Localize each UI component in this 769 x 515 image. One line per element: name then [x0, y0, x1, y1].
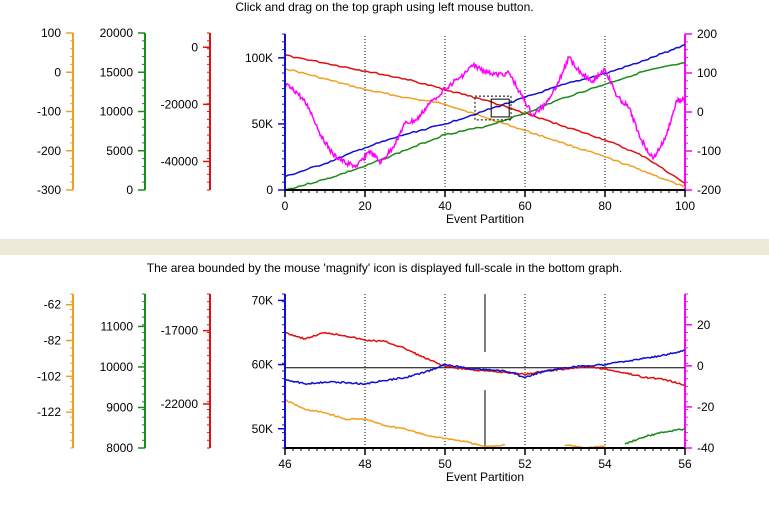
orange-axis: -62 -82 -102 -122 — [37, 293, 74, 449]
magenta-series-line — [286, 55, 685, 169]
green-series-line — [624, 428, 685, 445]
orange-tick-label: -102 — [37, 369, 61, 383]
magenta-tick-label: -40 — [697, 441, 715, 455]
red-tick-label: -17000 — [161, 324, 199, 338]
plot-area — [286, 43, 685, 189]
orange-series-line — [286, 399, 506, 447]
x-axis: 46 48 50 52 54 56 Event Partition — [278, 447, 692, 484]
blue-tick-label: 100K — [245, 51, 273, 65]
green-tick-label: 10000 — [100, 105, 134, 119]
magenta-tick-label: -100 — [697, 144, 721, 158]
red-series-line — [286, 331, 685, 387]
x-tick-label: 60 — [518, 199, 532, 213]
x-axis-label: Event Partition — [446, 470, 524, 484]
bottom-caption: The area bounded by the mouse 'magnify' … — [146, 261, 623, 275]
x-tick-label: 48 — [358, 457, 372, 471]
magenta-tick-label: 20 — [697, 318, 711, 332]
orange-tick-label: -62 — [44, 298, 62, 312]
green-axis: 20000 15000 10000 5000 0 — [100, 26, 146, 197]
green-tick-label: 20000 — [100, 26, 134, 40]
green-tick-label: 0 — [126, 183, 133, 197]
green-series-line — [286, 62, 685, 189]
orange-tick-label: -300 — [37, 183, 61, 197]
green-axis: 11000 10000 9000 8000 — [100, 293, 146, 455]
x-tick-label: 80 — [598, 199, 612, 213]
magnify-selection-box — [474, 95, 512, 121]
x-tick-label: 54 — [598, 457, 612, 471]
overview-chart: 1000-100-200-300200001500010000500000-20… — [37, 26, 721, 226]
blue-axis: 70K 60K 50K — [252, 293, 286, 449]
orange-tick-label: -100 — [37, 105, 61, 119]
red-tick-label: 0 — [191, 40, 198, 54]
green-tick-label: 5000 — [106, 144, 133, 158]
magenta-tick-label: 0 — [697, 359, 704, 373]
top-caption: Click and drag on the top graph using le… — [235, 0, 534, 14]
x-tick-label: 40 — [438, 199, 452, 213]
red-series-line — [286, 54, 685, 185]
orange-tick-label: -82 — [44, 334, 62, 348]
magenta-tick-label: -20 — [697, 400, 715, 414]
blue-tick-label: 0 — [266, 183, 273, 197]
magenta-axis: 20 0 -20 -40 — [684, 293, 715, 455]
magenta-tick-label: 100 — [697, 66, 717, 80]
blue-tick-label: 70K — [252, 293, 273, 307]
red-tick-label: -20000 — [161, 97, 199, 111]
green-tick-label: 10000 — [100, 360, 134, 374]
green-tick-label: 8000 — [106, 441, 133, 455]
blue-series-line — [286, 349, 685, 386]
detail-chart: -62 -82 -102 -122 11000 10000 9000 8000 -17000 -2… — [37, 293, 715, 484]
blue-axis: 100K 50K 0 — [245, 33, 286, 197]
green-tick-label: 9000 — [106, 400, 133, 414]
x-tick-label: 0 — [282, 199, 289, 213]
x-axis: 0 20 40 60 80 100 Event Partition — [282, 189, 695, 226]
magenta-tick-label: -200 — [697, 183, 721, 197]
orange-tick-label: -122 — [37, 405, 61, 419]
x-tick-label: 56 — [678, 457, 692, 471]
orange-tick-label: 100 — [41, 26, 61, 40]
x-axis-label: Event Partition — [446, 212, 524, 226]
magnify-icon — [490, 98, 510, 118]
x-tick-label: 100 — [675, 199, 695, 213]
magenta-tick-label: 0 — [697, 105, 704, 119]
blue-series-line — [286, 43, 685, 178]
orange-series-line — [564, 444, 606, 447]
red-axis: -17000 -22000 — [161, 293, 211, 449]
green-tick-label: 11000 — [101, 319, 134, 333]
plot-area — [286, 294, 685, 447]
magenta-tick-label: 200 — [697, 27, 717, 41]
panel-divider — [0, 239, 769, 255]
red-tick-label: -22000 — [161, 397, 199, 411]
blue-tick-label: 50K — [252, 422, 273, 436]
x-tick-label: 52 — [518, 457, 532, 471]
orange-tick-label: 0 — [54, 65, 61, 79]
x-tick-label: 46 — [278, 457, 292, 471]
x-tick-label: 20 — [358, 199, 372, 213]
red-axis: 0 -20000 -40000 — [161, 32, 211, 191]
x-tick-label: 50 — [438, 457, 452, 471]
blue-tick-label: 60K — [252, 358, 273, 372]
green-tick-label: 15000 — [100, 65, 134, 79]
orange-tick-label: -200 — [37, 144, 61, 158]
red-tick-label: -40000 — [161, 154, 199, 168]
blue-tick-label: 50K — [252, 117, 273, 131]
magenta-axis: 200 100 0 -100 -200 — [684, 27, 721, 197]
orange-series-line — [286, 68, 685, 189]
orange-axis: 100 0 -100 -200 -300 — [37, 26, 74, 197]
